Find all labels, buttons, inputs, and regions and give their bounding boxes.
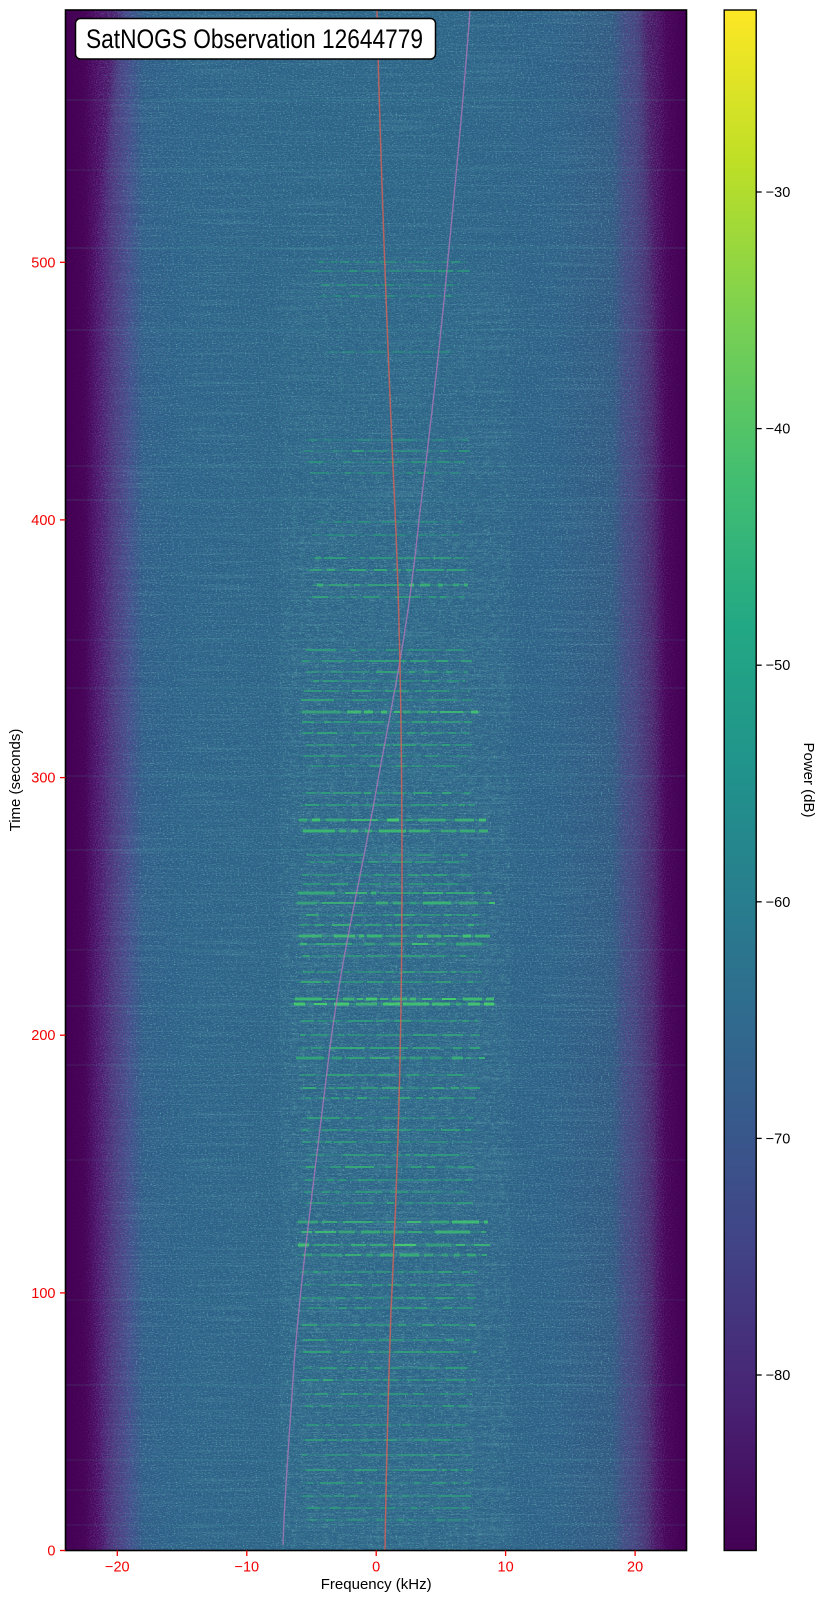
svg-text:100: 100 (31, 1286, 55, 1302)
svg-text:500: 500 (31, 255, 55, 271)
svg-text:10: 10 (498, 1560, 514, 1576)
svg-text:20: 20 (627, 1560, 643, 1576)
svg-text:0: 0 (47, 1544, 55, 1560)
svg-text:−60: −60 (766, 895, 791, 911)
svg-text:−10: −10 (234, 1560, 259, 1576)
svg-text:−80: −80 (766, 1368, 791, 1384)
svg-text:400: 400 (31, 513, 55, 529)
svg-text:Power (dB): Power (dB) (800, 742, 817, 817)
svg-text:200: 200 (31, 1028, 55, 1044)
svg-text:−50: −50 (766, 658, 791, 674)
svg-text:Frequency (kHz): Frequency (kHz) (321, 1576, 432, 1593)
svg-text:0: 0 (372, 1560, 380, 1576)
svg-text:−20: −20 (105, 1560, 130, 1576)
svg-text:−70: −70 (766, 1131, 791, 1147)
svg-text:−40: −40 (766, 422, 791, 438)
svg-text:−30: −30 (766, 185, 791, 201)
svg-text:300: 300 (31, 771, 55, 787)
svg-text:Time (seconds): Time (seconds) (7, 729, 24, 832)
svg-text:SatNOGS Observation 12644779: SatNOGS Observation 12644779 (86, 24, 423, 54)
